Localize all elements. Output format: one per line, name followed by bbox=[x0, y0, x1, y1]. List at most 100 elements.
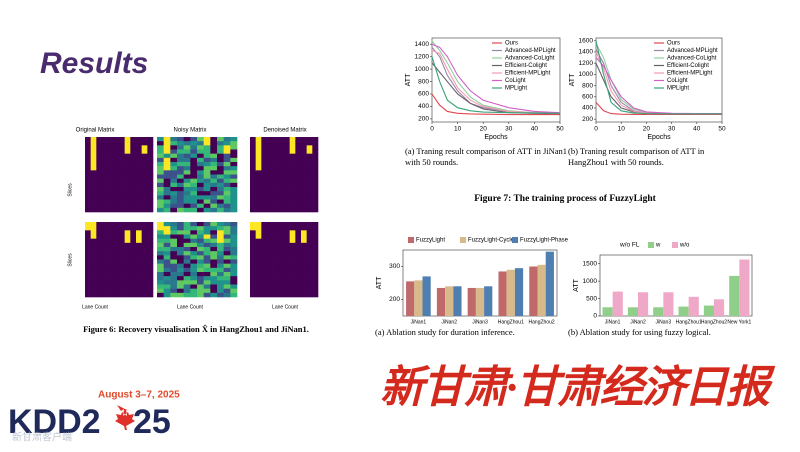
heatmap-cell bbox=[130, 187, 137, 192]
heatmap-cell bbox=[163, 276, 171, 281]
heatmap-cell bbox=[223, 174, 231, 179]
heatmap-cell bbox=[217, 182, 224, 188]
heatmap-cell bbox=[107, 238, 114, 244]
heatmap-cell bbox=[141, 203, 148, 209]
heatmap-cell bbox=[210, 149, 218, 154]
heatmap-cell bbox=[312, 187, 319, 192]
heatmap-cell bbox=[136, 242, 142, 248]
heatmap-cell bbox=[250, 153, 256, 159]
heatmap-cell bbox=[301, 182, 307, 188]
heatmap-cell bbox=[183, 263, 191, 269]
heatmap-cell bbox=[130, 247, 137, 252]
heatmap-cell bbox=[267, 199, 273, 204]
heatmap-cell bbox=[90, 222, 97, 227]
heatmap-cell bbox=[163, 263, 171, 269]
heatmaps bbox=[85, 137, 319, 298]
heatmap-cell bbox=[136, 145, 142, 150]
heatmap-cell bbox=[217, 242, 224, 248]
heatmap-cell bbox=[190, 230, 198, 235]
heatmap-cell bbox=[261, 195, 268, 200]
heatmap-cell bbox=[136, 174, 142, 179]
heatmap-cell bbox=[157, 141, 164, 146]
heatmap-cell bbox=[90, 259, 97, 264]
x-tick-label: 40 bbox=[531, 126, 539, 133]
heatmap-cell bbox=[306, 288, 313, 294]
heatmap-cell bbox=[278, 195, 285, 200]
heatmap-cell bbox=[113, 182, 120, 188]
heatmap-cell bbox=[157, 292, 164, 298]
heatmap-cell bbox=[124, 191, 131, 196]
heatmap-cell bbox=[136, 247, 142, 252]
subfigure-caption: (b) Traning result comparison of ATT in … bbox=[568, 146, 705, 167]
heatmap-cell bbox=[278, 284, 285, 289]
y-tick-label: 500 bbox=[586, 295, 597, 302]
heatmap-cell bbox=[124, 149, 131, 154]
subfigure-caption: (a) Ablation study for duration inferenc… bbox=[375, 327, 515, 337]
heatmap-cell bbox=[230, 234, 238, 239]
heatmap-cell bbox=[96, 149, 103, 154]
heatmap-cell bbox=[136, 207, 142, 213]
heatmap-cell bbox=[96, 141, 103, 146]
heatmap-cell bbox=[289, 284, 296, 289]
heatmap-cell bbox=[157, 255, 164, 260]
heatmap-cell bbox=[267, 222, 273, 227]
heatmap-cell bbox=[267, 166, 273, 171]
heatmap-cell bbox=[261, 288, 268, 294]
heatmap-cell bbox=[113, 238, 120, 244]
heatmap-cell bbox=[177, 276, 184, 281]
heatmap-cell bbox=[190, 187, 198, 192]
heatmap-cell bbox=[90, 238, 97, 244]
heatmap-cell bbox=[223, 178, 231, 184]
heatmap-cell bbox=[272, 174, 279, 179]
legend-title: w/o FL bbox=[619, 242, 640, 249]
heatmap-cell bbox=[284, 199, 290, 204]
heatmap-cell bbox=[223, 153, 231, 159]
heatmap-cell bbox=[197, 157, 204, 163]
heatmap-cell bbox=[102, 157, 108, 163]
heatmap-cell bbox=[278, 137, 285, 142]
heatmap-cell bbox=[217, 263, 224, 269]
heatmap-cell bbox=[223, 263, 231, 269]
heatmap-cell bbox=[130, 182, 137, 188]
heatmap-cell bbox=[272, 255, 279, 260]
heatmap-cell bbox=[223, 276, 231, 281]
heatmap-cell bbox=[289, 259, 296, 264]
heatmap-cell bbox=[203, 255, 211, 260]
heatmap-cell bbox=[272, 157, 279, 163]
heatmap-cell bbox=[255, 207, 262, 213]
heatmap-cell bbox=[203, 153, 211, 159]
heatmap-cell bbox=[197, 174, 204, 179]
heatmap-cell bbox=[170, 222, 178, 227]
heatmap-cell bbox=[223, 251, 231, 256]
heatmap-cell bbox=[96, 203, 103, 209]
heatmap-cell bbox=[85, 251, 91, 256]
heatmap-cell bbox=[183, 234, 191, 239]
heatmap-cell bbox=[102, 272, 108, 277]
heatmap-cell bbox=[107, 267, 114, 273]
heatmap-cell bbox=[141, 157, 148, 163]
heatmap-cell bbox=[255, 288, 262, 294]
heatmap-cell bbox=[130, 292, 137, 298]
heatmap-cell bbox=[217, 222, 224, 227]
heatmap-cell bbox=[230, 255, 238, 260]
heatmap-cell bbox=[102, 187, 108, 192]
heatmap-cell bbox=[197, 207, 204, 213]
plot-area bbox=[595, 37, 723, 123]
heatmap-cell bbox=[157, 137, 164, 142]
heatmap-cell bbox=[255, 149, 262, 154]
heatmap-cell bbox=[170, 162, 178, 167]
heatmap-cell bbox=[141, 259, 148, 264]
heatmap-cell bbox=[289, 145, 296, 150]
heatmap-cell bbox=[312, 182, 319, 188]
heatmap-cell bbox=[157, 207, 164, 213]
heatmap-cell bbox=[107, 195, 114, 200]
heatmap-cell bbox=[157, 191, 164, 196]
heatmap-cell bbox=[113, 263, 120, 269]
heatmap-cell bbox=[157, 280, 164, 285]
heatmap-cell bbox=[119, 259, 125, 264]
heatmap-cell bbox=[289, 162, 296, 167]
heatmap-cell bbox=[177, 292, 184, 298]
heatmap-cell bbox=[289, 226, 296, 231]
heatmap-cell bbox=[267, 174, 273, 179]
